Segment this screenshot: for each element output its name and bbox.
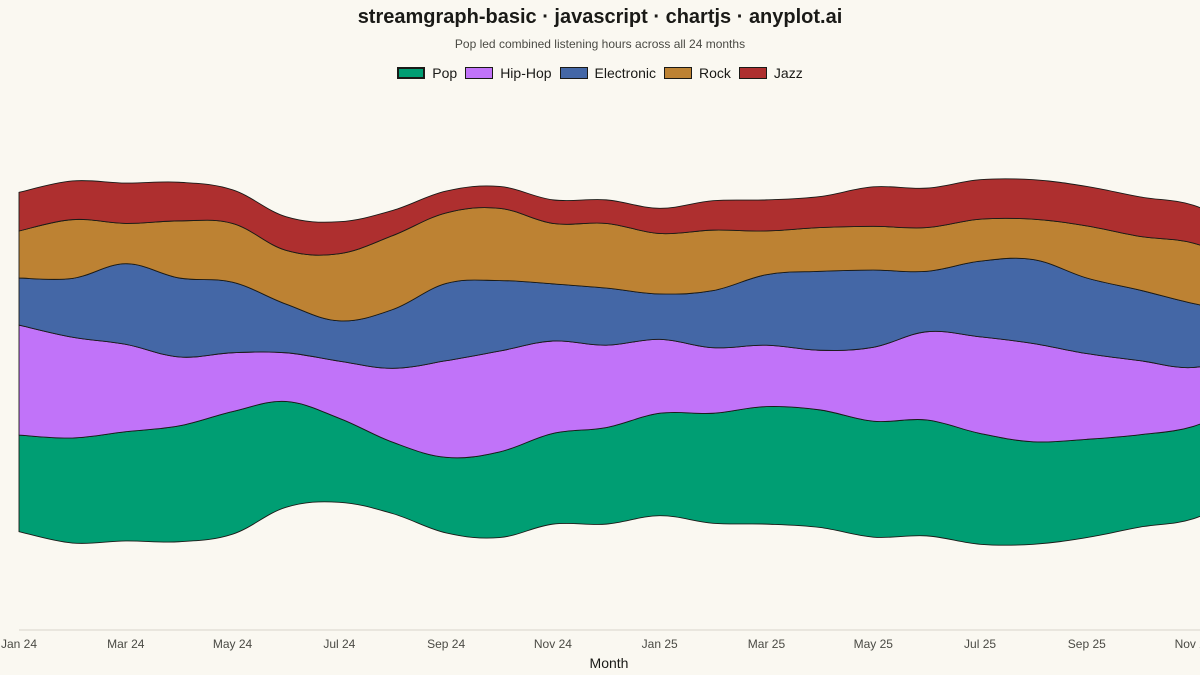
x-tick-label: Sep 25: [1068, 637, 1106, 651]
legend: Pop Hip-Hop Electronic Rock Jazz: [0, 65, 1200, 81]
chart-subtitle: Pop led combined listening hours across …: [454, 37, 746, 51]
legend-label: Rock: [699, 65, 731, 81]
x-tick-label: Jan 24: [1, 637, 37, 651]
x-tick-label: May 24: [213, 637, 253, 651]
legend-swatch: [559, 67, 588, 79]
legend-label: Hip-Hop: [500, 65, 552, 81]
x-tick-labels: Jan 24 Mar 24 May 24 Jul 24 Sep 24 Nov 24 Jan …: [1, 637, 1200, 651]
x-tick-label: Jul 25: [964, 637, 996, 651]
legend-swatch: [738, 67, 767, 79]
x-tick-label: Jan 25: [642, 637, 678, 651]
legend-label: Jazz: [773, 65, 803, 81]
stream-jazz[interactable]: [18, 178, 1200, 265]
x-tick-label: Nov 24: [534, 637, 572, 651]
chart-title: streamgraph-basic · javascript · chartjs…: [357, 6, 843, 28]
legend-item-electronic[interactable]: Electronic: [559, 65, 657, 81]
legend-item-pop[interactable]: Pop: [397, 65, 457, 81]
x-tick-label: Sep 24: [427, 637, 465, 651]
legend-swatch: [397, 67, 426, 79]
legend-item-hip-hop[interactable]: Hip-Hop: [465, 65, 552, 81]
legend-swatch: [465, 67, 494, 79]
x-axis-title: Month: [590, 655, 629, 671]
stream-layers: [18, 178, 1200, 546]
legend-label: Pop: [432, 65, 458, 81]
x-tick-label: Mar 24: [107, 637, 145, 651]
legend-item-jazz[interactable]: Jazz: [738, 65, 803, 81]
x-tick-label: May 25: [854, 637, 894, 651]
x-tick-label: Nov 25: [1175, 637, 1200, 651]
x-tick-label: Jul 24: [323, 637, 355, 651]
legend-label: Electronic: [594, 65, 657, 81]
x-tick-label: Mar 25: [748, 637, 786, 651]
legend-item-rock[interactable]: Rock: [664, 65, 731, 81]
legend-swatch: [664, 67, 693, 79]
